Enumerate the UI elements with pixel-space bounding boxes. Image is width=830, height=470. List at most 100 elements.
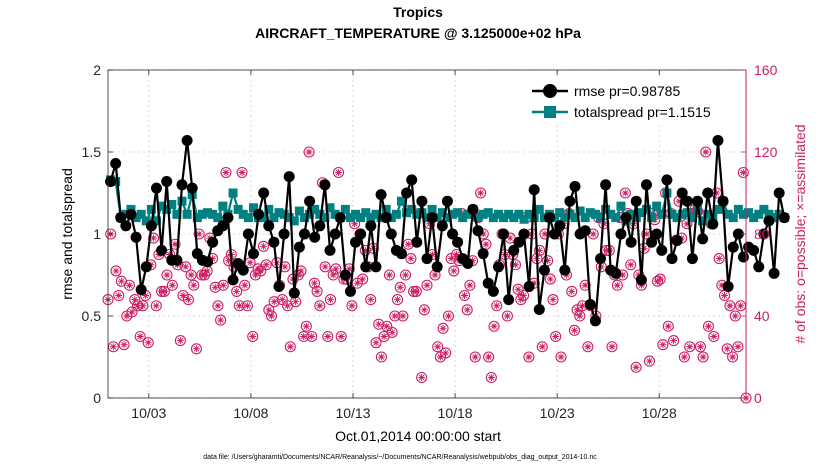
- totalspread-point: [596, 213, 606, 223]
- obs-point: [619, 187, 631, 199]
- obs-possible-marker: [475, 187, 487, 199]
- obs-possible-marker: [544, 273, 556, 285]
- obs-assimilated-marker: [184, 296, 192, 304]
- obs-point: [721, 343, 733, 355]
- totalspread-point: [519, 214, 529, 224]
- obs-point: [448, 265, 460, 277]
- obs-assimilated-marker: [152, 302, 160, 310]
- rmse-point: [283, 171, 295, 183]
- obs-assimilated-marker: [270, 298, 278, 306]
- obs-possible-marker: [464, 279, 476, 291]
- obs-assimilated-marker: [713, 189, 721, 197]
- obs-possible-marker: [491, 300, 503, 312]
- obs-possible-marker: [359, 244, 371, 256]
- obs-possible-marker: [306, 330, 318, 343]
- obs-possible-marker: [702, 320, 715, 332]
- rmse-point: [288, 287, 300, 299]
- obs-assimilated-marker: [541, 230, 549, 238]
- totalspread-point: [284, 213, 294, 223]
- totalspread-point: [238, 209, 248, 219]
- x-tick-label: 10/13: [335, 405, 370, 421]
- obs-assimilated-marker: [326, 296, 334, 304]
- obs-possible-marker: [134, 330, 146, 343]
- totalspread-point: [703, 209, 713, 219]
- obs-assimilated-marker: [463, 306, 471, 314]
- obs-assimilated-marker: [324, 333, 332, 340]
- obs-assimilated-marker: [461, 292, 469, 299]
- rmse-point: [661, 174, 673, 186]
- obs-possible-marker: [400, 269, 412, 281]
- obs-point: [260, 259, 272, 271]
- obs-assimilated-marker: [241, 281, 249, 289]
- chart-subtitle: AIRCRAFT_TEMPERATURE @ 3.125000e+02 hPa: [255, 25, 581, 41]
- obs-assimilated-marker: [739, 169, 747, 176]
- rmse-point: [329, 228, 341, 240]
- totalspread-point: [764, 209, 774, 219]
- obs-assimilated-marker: [238, 169, 246, 176]
- obs-assimilated-marker: [359, 275, 367, 283]
- obs-possible-marker: [625, 259, 637, 271]
- obs-possible-marker: [568, 324, 580, 336]
- obs-assimilated-marker: [380, 333, 388, 340]
- obs-point: [566, 285, 578, 297]
- obs-assimilated-marker: [530, 279, 538, 287]
- totalspread-point: [641, 204, 651, 214]
- obs-assimilated-marker: [388, 328, 396, 336]
- rmse-point: [447, 228, 459, 240]
- rmse-point: [651, 228, 663, 240]
- obs-point: [322, 330, 334, 343]
- obs-assimilated-marker: [627, 261, 635, 269]
- obs-assimilated-marker: [514, 285, 522, 293]
- obs-assimilated-marker: [675, 197, 683, 205]
- obs-assimilated-marker: [394, 296, 402, 304]
- obs-point: [359, 244, 371, 256]
- obs-assimilated-marker: [136, 333, 144, 340]
- totalspread-point: [749, 213, 759, 223]
- obs-assimilated-marker: [361, 246, 369, 254]
- totalspread-point: [483, 208, 493, 218]
- obs-point: [461, 304, 473, 316]
- rmse-point: [355, 228, 367, 240]
- obs-possible-marker: [410, 285, 422, 297]
- rmse-point: [615, 228, 627, 240]
- obs-assimilated-marker: [584, 343, 592, 351]
- obs-assimilated-marker: [731, 312, 739, 320]
- obs-possible-marker: [517, 289, 530, 302]
- obs-point: [702, 320, 715, 332]
- rmse-point: [299, 228, 311, 240]
- y-left-tick-label: 0: [93, 390, 101, 406]
- obs-assimilated-marker: [214, 302, 222, 310]
- obs-possible-marker: [193, 228, 205, 240]
- totalspread-point: [157, 201, 167, 211]
- obs-assimilated-marker: [439, 324, 447, 332]
- obs-assimilated-marker: [503, 312, 511, 320]
- obs-assimilated-marker: [423, 281, 431, 289]
- totalspread-point: [657, 209, 667, 219]
- y-left-tick-label: 1.5: [82, 144, 102, 160]
- obs-point: [708, 330, 720, 343]
- obs-point: [346, 300, 358, 312]
- obs-possible-marker: [357, 273, 369, 285]
- rmse-point: [748, 244, 760, 256]
- obs-possible-marker: [375, 351, 387, 363]
- obs-assimilated-marker: [696, 343, 704, 351]
- obs-assimilated-marker: [511, 261, 519, 269]
- rmse-point: [115, 212, 127, 224]
- obs-assimilated-marker: [726, 302, 734, 310]
- legend-spread-label: totalspread pr=1.1515: [574, 104, 711, 120]
- obs-assimilated-marker: [131, 296, 139, 304]
- obs-possible-marker: [215, 314, 227, 326]
- obs-possible-marker: [461, 304, 473, 316]
- obs-assimilated-marker: [680, 353, 688, 361]
- obs-assimilated-marker: [686, 343, 694, 351]
- rmse-point: [181, 135, 193, 147]
- rmse-point: [686, 253, 698, 265]
- obs-possible-marker: [220, 166, 232, 179]
- totalspread-point: [687, 213, 697, 223]
- obs-assimilated-marker: [235, 302, 243, 310]
- obs-possible-marker: [643, 355, 656, 367]
- obs-possible-marker: [713, 253, 725, 265]
- obs-point: [611, 279, 623, 291]
- x-axis-label: Oct.01,2014 00:00:00 start: [335, 428, 501, 444]
